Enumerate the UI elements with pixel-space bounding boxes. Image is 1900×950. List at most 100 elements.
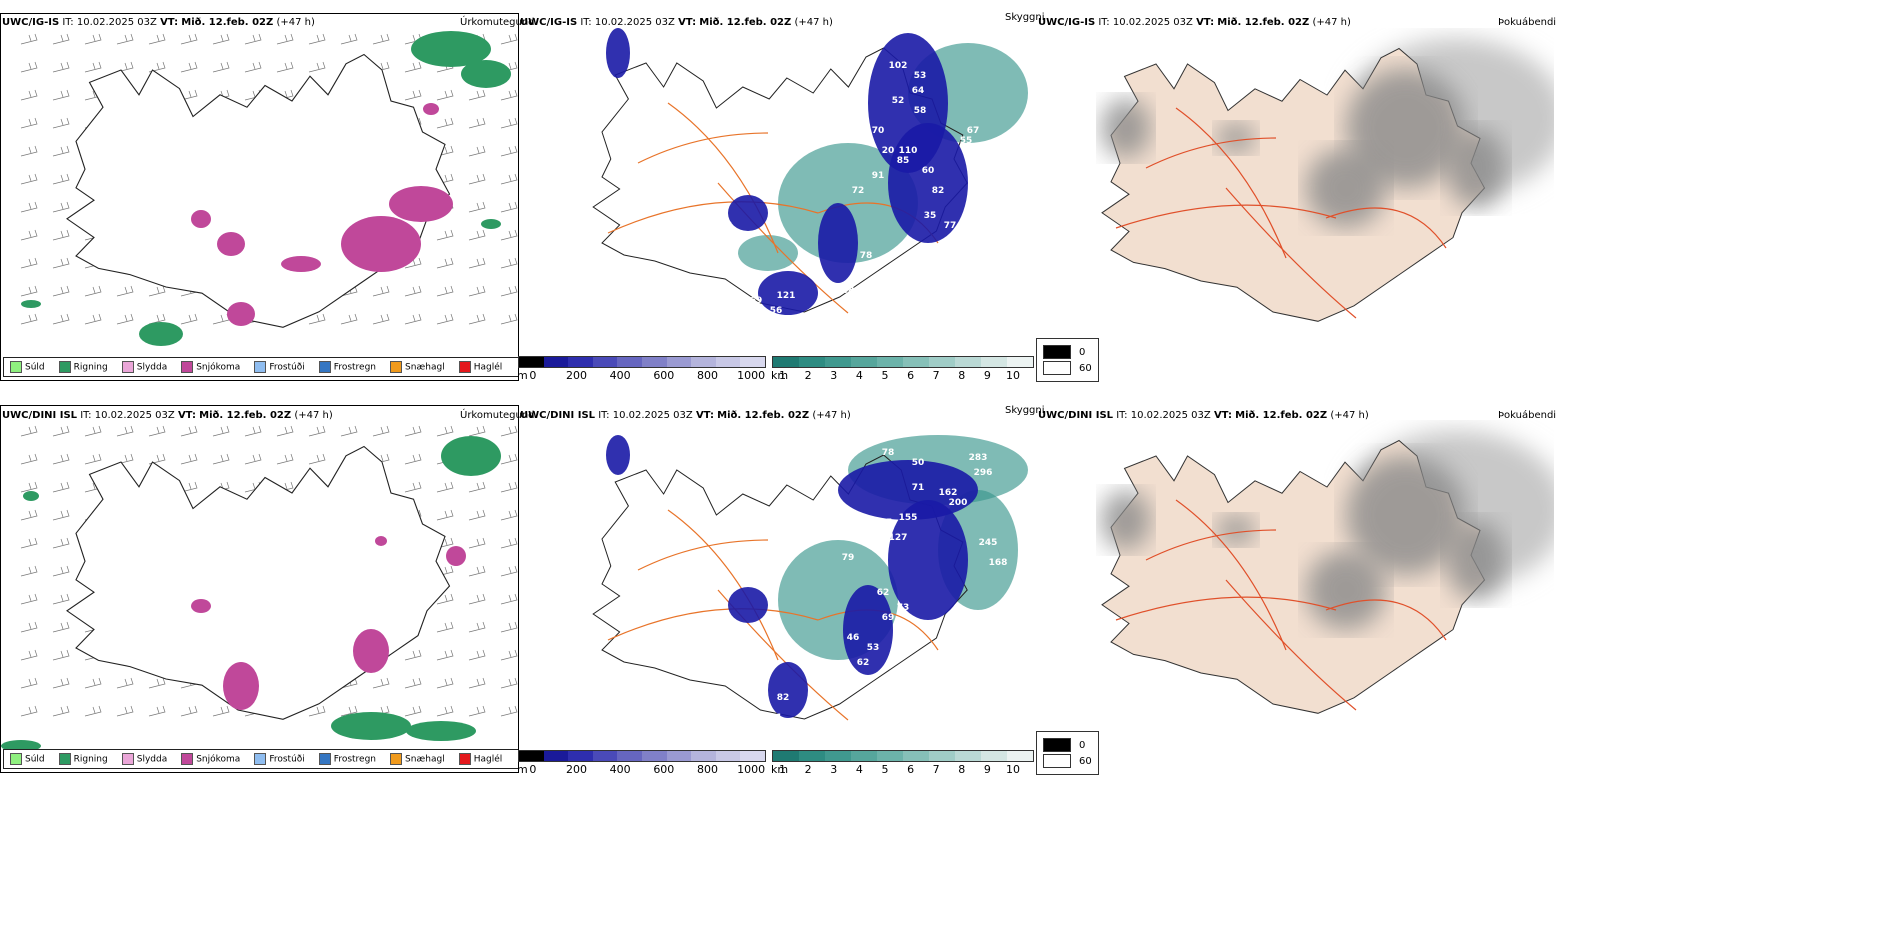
fog-index-area <box>1101 98 1151 158</box>
wind-barb <box>84 705 102 717</box>
colorbar-tick-label: 1 <box>778 369 786 382</box>
wind-barb <box>52 621 70 633</box>
fog-index-area <box>1446 520 1506 600</box>
colorbar-tick-label: 400 <box>609 763 631 776</box>
wind-barb <box>500 565 518 577</box>
wind-barb <box>20 537 38 549</box>
cloud-base-area <box>818 203 858 283</box>
cloud-base-value: 53 <box>867 643 880 653</box>
wind-barb <box>52 285 70 297</box>
wind-barb <box>20 145 38 157</box>
colorbar-tick-label: 4 <box>855 369 863 382</box>
colorbar-segment <box>773 357 799 367</box>
wind-barb <box>308 33 326 45</box>
colorbar-segment <box>715 751 741 761</box>
wind-barb <box>52 257 70 269</box>
wind-barb <box>500 89 518 101</box>
colorbar-tick-label: 800 <box>696 369 718 382</box>
legend-swatch <box>254 361 267 373</box>
cloud-base-value: 79 <box>842 553 855 563</box>
iceland-coastline <box>66 53 451 328</box>
cloud-base-value: 121 <box>777 291 796 301</box>
fog-title-top: UWC/IG-IS IT: 10.02.2025 03Z VT: Mið. 12… <box>1038 17 1351 28</box>
wind-barb <box>468 173 486 185</box>
legend-item: Súld <box>10 361 45 373</box>
fog-index-area <box>1346 455 1466 575</box>
cloud-base-value: 72 <box>852 186 865 196</box>
snow-area <box>217 232 245 256</box>
wind-barb <box>212 453 230 465</box>
wind-barb <box>468 201 486 213</box>
visibility-unit-top: km <box>771 369 789 382</box>
colorbar-segment <box>1007 751 1033 761</box>
wind-barb <box>404 313 422 325</box>
colorbar-tick-label: 1000 <box>737 369 766 382</box>
wind-barb <box>436 593 454 605</box>
cloud-base-value: 66 <box>982 161 995 171</box>
wind-barb <box>52 61 70 73</box>
colorbar-tick-label: 1000 <box>737 763 766 776</box>
wind-barb <box>20 481 38 493</box>
wind-barb <box>372 425 390 437</box>
cloud-base-area <box>606 435 630 475</box>
snow-area <box>227 302 255 326</box>
colorbar-tick-label: 1 <box>778 763 786 776</box>
colorbar-segment <box>666 751 692 761</box>
colorbar-segment <box>929 357 955 367</box>
colorbar-tick-label: 7 <box>932 369 940 382</box>
colorbar-tick-label: 6 <box>907 763 915 776</box>
wind-barb <box>404 481 422 493</box>
wind-barb <box>500 649 518 661</box>
colorbar-tick-label: 6 <box>907 369 915 382</box>
wind-barb <box>468 621 486 633</box>
wind-barb <box>52 229 70 241</box>
colorbar-tick-label: 8 <box>958 763 966 776</box>
cloud-base-value: 29 <box>842 671 855 681</box>
colorbar-tick-label: 10 <box>1006 763 1021 776</box>
fog-index-area <box>1216 515 1256 545</box>
colorbar-segment <box>903 751 929 761</box>
cloud-base-value: 69 <box>750 296 763 306</box>
precip-panel-bottom: Súld Rigning Slydda Snjókoma Frostúði Frostre… <box>0 405 519 773</box>
cloud-base-value: 58 <box>914 106 927 116</box>
cloud-base-value: 71 <box>912 483 925 493</box>
cloud-base-value: 78 <box>882 448 895 458</box>
cloud-base-value: 283 <box>969 453 988 463</box>
precip-legend-bottom: Súld Rigning Slydda Snjókoma Frostúði Frostre… <box>3 749 518 769</box>
wind-barb <box>468 145 486 157</box>
wind-barb <box>52 509 70 521</box>
wind-barb <box>116 285 134 297</box>
colorbar-tick-label: 600 <box>653 369 675 382</box>
wind-barb <box>52 173 70 185</box>
wind-barb <box>276 61 294 73</box>
colorbar-segment <box>543 751 569 761</box>
precip-panel-top: Súld Rigning Slydda Snjókoma Frostúði Frostre… <box>0 13 519 381</box>
wind-barb <box>340 33 358 45</box>
wind-barb <box>468 677 486 689</box>
wind-barb <box>308 705 326 717</box>
cloud-base-value: 70 <box>872 126 885 136</box>
road-line <box>1325 207 1447 249</box>
fog-index-area <box>1306 148 1386 228</box>
colorbar-segment <box>799 751 825 761</box>
wind-barb <box>20 285 38 297</box>
low-visibility-area <box>778 143 918 263</box>
legend-label: Frostregn <box>333 362 377 373</box>
cloud-base-value: 124 <box>819 428 838 438</box>
cloud-base-area <box>843 585 893 675</box>
wind-barb <box>244 425 262 437</box>
wind-barb <box>404 285 422 297</box>
fog-key-bottom: 0 60 <box>1036 731 1099 775</box>
cloud-param-bottom: Skyggni <box>1005 405 1045 416</box>
wind-barb <box>180 453 198 465</box>
wind-barb <box>20 313 38 325</box>
wind-barb <box>276 425 294 437</box>
cloud-base-value: 46 <box>847 633 860 643</box>
snow-area <box>341 216 421 272</box>
wind-barb <box>436 117 454 129</box>
cloud-base-value: 53 <box>914 71 927 81</box>
wind-barb <box>404 425 422 437</box>
legend-item: Súld <box>10 753 45 765</box>
legend-label: Frostúði <box>269 362 305 373</box>
wind-barb <box>340 705 358 717</box>
